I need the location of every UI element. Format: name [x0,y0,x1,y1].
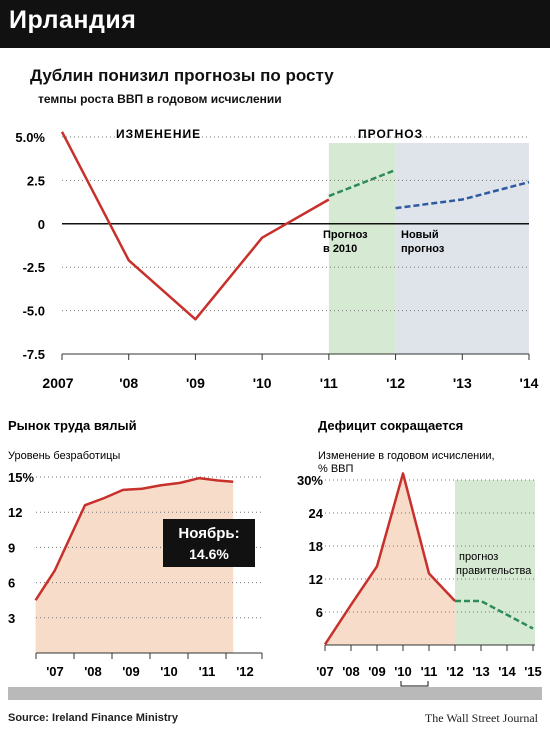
deficit-y-tick: 6 [316,605,323,620]
gdp-x-tick: 2007 [42,375,73,391]
gdp-x-tick: '11 [320,375,338,391]
gdp-forecast-2010-line [328,168,397,198]
deficit-x-tick: '12 [446,664,464,679]
gdp-x-tick: '14 [520,375,539,391]
deficit-ylabel-line1: Изменение в годовом исчислении, [318,450,495,462]
gdp-y-tick: -7.5 [23,347,45,362]
gdp-y-tick: 0 [38,217,45,232]
deficit-area [325,473,455,645]
deficit-x-tick: '14 [498,664,516,679]
unemployment-y-tick: 15% [8,470,34,485]
gdp-annotation-new-line1: Новый [401,229,439,241]
unemployment-y-tick: 12 [8,505,22,520]
unemployment-x-tick: '11 [199,664,216,679]
main-subtitle: темпы роста ВВП в годовом исчислении [38,92,282,106]
deficit-x-tick: '07 [316,664,334,679]
gdp-annotation-2010-line2: в 2010 [323,243,357,255]
gdp-y-tick: -2.5 [23,260,45,275]
deficit-year-bracket [400,681,429,687]
gdp-annotation-new-line2: прогноз [401,243,445,255]
gdp-y-tick: -5.0 [23,304,45,319]
header-bar [0,0,550,48]
gdp-y-tick: 5.0% [15,130,45,145]
deficit-annotation-line2: правительства [456,565,532,577]
deficit-x-tick: '13 [472,664,490,679]
deficit-ylabel-line2: % ВВП [318,463,354,475]
deficit-forecast-line [455,599,534,630]
main-title: Дублин понизил прогнозы по росту [30,66,334,85]
unemployment-line [34,476,234,601]
unemployment-title: Рынок труда вялый [8,418,137,433]
header-title: Ирландия [9,6,137,34]
gdp-y-tick: 2.5 [27,173,45,188]
deficit-y-tick: 12 [309,572,323,587]
deficit-x-tick: '09 [368,664,386,679]
unemployment-y-tick: 9 [8,540,15,555]
deficit-y-tick: 24 [309,506,324,521]
gdp-x-tick: '09 [186,375,205,391]
unemployment-x-tick: '12 [236,664,254,679]
unemployment-y-tick: 3 [8,611,15,626]
unemployment-x-tick: '07 [46,664,64,679]
unemployment-callout-label: Ноябрь: [178,525,239,542]
forecast-band-2010 [328,143,396,354]
unemployment-y-tick: 6 [8,576,15,591]
unemployment-callout-value: 14.6% [189,546,229,562]
gdp-section-label-change: ИЗМЕНЕНИЕ [116,127,201,141]
deficit-annotation-line1: прогноз [459,551,498,563]
deficit-x-tick: '11 [421,664,438,679]
gdp-x-tick: '08 [119,375,138,391]
gdp-x-tick: '12 [386,375,405,391]
source-note: Source: Ireland Finance Ministry [8,712,178,724]
publisher-credit: The Wall Street Journal [424,711,538,725]
deficit-y-tick: 18 [309,539,323,554]
deficit-forecast-band [455,480,535,645]
gdp-new-forecast-line [395,180,530,210]
deficit-actual-line [323,472,456,646]
deficit-title: Дефицит сокращается [318,418,463,433]
unemployment-x-tick: '10 [160,664,178,679]
deficit-x-tick: '08 [342,664,360,679]
unemployment-x-tick: '09 [122,664,140,679]
deficit-y-tick: 30% [297,473,323,488]
deficit-x-tick: '15 [524,664,542,679]
forecast-band-new [395,143,529,354]
gdp-annotation-2010-line1: Прогноз [323,229,368,241]
gdp-section-label-forecast: ПРОГНОЗ [358,127,423,141]
footer-bar [8,687,542,700]
gdp-x-tick: '13 [453,375,472,391]
deficit-x-tick: '10 [394,664,412,679]
unemployment-ylabel: Уровень безработицы [8,450,120,462]
gdp-x-tick: '10 [253,375,272,391]
unemployment-callout-box [163,519,255,567]
unemployment-x-tick: '08 [84,664,102,679]
gdp-actual-line [60,131,330,321]
